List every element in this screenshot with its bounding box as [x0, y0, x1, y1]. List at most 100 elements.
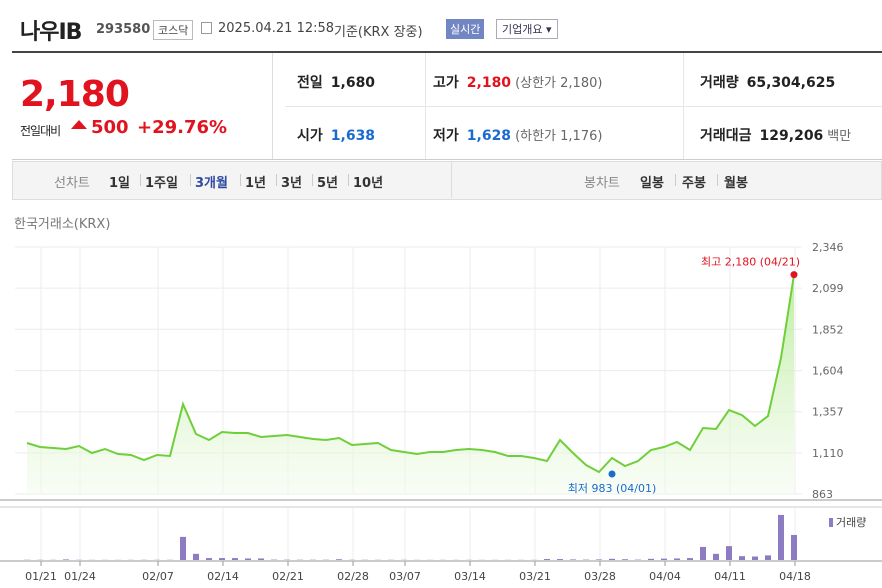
stat-cell: 거래대금 129,206 백만: [700, 125, 851, 145]
tab-separator: [348, 174, 349, 186]
extreme-marker: [608, 470, 616, 478]
volume-bar: [687, 558, 693, 560]
x-tick-label: 01/21: [25, 570, 57, 583]
tab-separator: [675, 174, 676, 186]
volume-bar: [544, 559, 550, 560]
y-tick-label: 1,110: [812, 447, 844, 460]
stat-label: 전일: [297, 75, 323, 91]
stat-label: 시가: [297, 128, 323, 144]
candle-tab[interactable]: 일봉: [640, 176, 664, 191]
volume-bar: [622, 559, 628, 560]
volume-bar: [739, 556, 745, 560]
tab-separator: [190, 174, 191, 186]
stat-value: 2,180: [466, 75, 512, 91]
price-area: [27, 274, 794, 494]
x-tick-label: 02/21: [272, 570, 304, 583]
legend-swatch: [829, 518, 833, 527]
company-overview-label[interactable]: 기업개요: [502, 23, 543, 36]
volume-bar: [713, 553, 719, 560]
market-badge: 코스닥: [153, 20, 194, 40]
period-tab[interactable]: 5년: [317, 176, 339, 191]
stock-code: 293580: [96, 22, 151, 37]
stat-cell: 저가 1,628 (하한가 1,176): [433, 125, 602, 145]
stat-cell: 전일 1,680: [297, 72, 375, 92]
extreme-marker: [790, 271, 798, 279]
tab-separator: [140, 174, 141, 186]
volume-bar: [206, 558, 212, 560]
change-rate: +29.76%: [137, 117, 228, 138]
period-tab[interactable]: 3개월: [195, 176, 228, 191]
volume-bar: [700, 546, 706, 560]
price-panel: [12, 53, 273, 159]
tab-group-label: 선차트: [54, 176, 90, 191]
volume-bar: [609, 558, 615, 560]
volume-bar: [752, 556, 758, 560]
realtime-badge[interactable]: 실시간: [446, 19, 485, 39]
volume-bar: [557, 559, 563, 560]
candle-tab[interactable]: 월봉: [724, 176, 748, 191]
tab-group-label: 봉차트: [584, 176, 620, 191]
volume-bar: [596, 559, 602, 560]
chart-tabs: [12, 161, 882, 200]
stat-note: 백만: [827, 129, 852, 144]
x-tick-label: 04/04: [649, 570, 681, 583]
y-tick-label: 863: [812, 488, 833, 501]
divider: [285, 106, 882, 107]
extreme-label: 최저 983 (04/01): [568, 482, 657, 495]
period-tab[interactable]: 1년: [245, 176, 267, 191]
extreme-label: 최고 2,180 (04/21): [701, 256, 800, 269]
quote-basis: 기준(KRX 장중): [334, 25, 423, 40]
x-tick-label: 03/07: [389, 570, 421, 583]
stock-name: 나우IB: [20, 20, 82, 45]
change-label: 전일대비: [20, 124, 61, 138]
stat-label: 거래대금: [700, 128, 752, 144]
x-tick-label: 03/28: [584, 570, 616, 583]
stat-cell: 시가 1,638: [297, 125, 375, 145]
y-tick-label: 2,346: [812, 241, 844, 254]
volume-bar: [791, 534, 797, 560]
volume-bar: [180, 536, 186, 560]
period-tab[interactable]: 10년: [353, 176, 384, 191]
volume-bar: [193, 553, 199, 560]
calendar-icon: [201, 22, 212, 34]
x-tick-label: 02/14: [207, 570, 239, 583]
divider: [12, 51, 882, 53]
period-tab[interactable]: 1일: [109, 176, 131, 191]
y-tick-label: 2,099: [812, 282, 844, 295]
x-tick-label: 03/14: [454, 570, 486, 583]
volume-bar: [674, 558, 680, 560]
stat-cell: 거래량 65,304,625: [700, 72, 835, 92]
tab-separator: [717, 174, 718, 186]
stat-value: 129,206: [759, 128, 824, 144]
period-tab[interactable]: 1주일: [145, 176, 178, 191]
current-price: 2,180: [20, 74, 130, 115]
tab-separator: [240, 174, 241, 186]
stat-value: 65,304,625: [746, 75, 836, 91]
volume-bar: [245, 558, 251, 560]
stat-value: 1,628: [466, 128, 512, 144]
volume-bar: [219, 558, 225, 560]
price-line: [26, 274, 795, 474]
volume-bar: [570, 559, 576, 560]
chart-source: 한국거래소(KRX): [14, 217, 111, 232]
x-tick-label: 02/07: [142, 570, 174, 583]
x-tick-label: 04/11: [714, 570, 746, 583]
x-tick-label: 04/18: [779, 570, 811, 583]
volume-bar: [648, 558, 654, 560]
volume-bar: [258, 558, 264, 560]
period-tab[interactable]: 3년: [281, 176, 303, 191]
tab-separator: [276, 174, 277, 186]
y-tick-label: 1,604: [812, 365, 844, 378]
legend-label: 거래량: [836, 516, 866, 529]
volume-bar: [336, 559, 342, 560]
candle-tab[interactable]: 주봉: [682, 176, 706, 191]
volume-bar: [726, 546, 732, 560]
tab-separator: [312, 174, 313, 186]
y-tick-label: 1,357: [812, 406, 844, 419]
stat-label: 거래량: [700, 75, 739, 91]
volume-bar: [232, 558, 238, 560]
volume-bar: [63, 559, 69, 560]
company-overview-button[interactable]: 기업개요 ▾: [496, 19, 558, 39]
